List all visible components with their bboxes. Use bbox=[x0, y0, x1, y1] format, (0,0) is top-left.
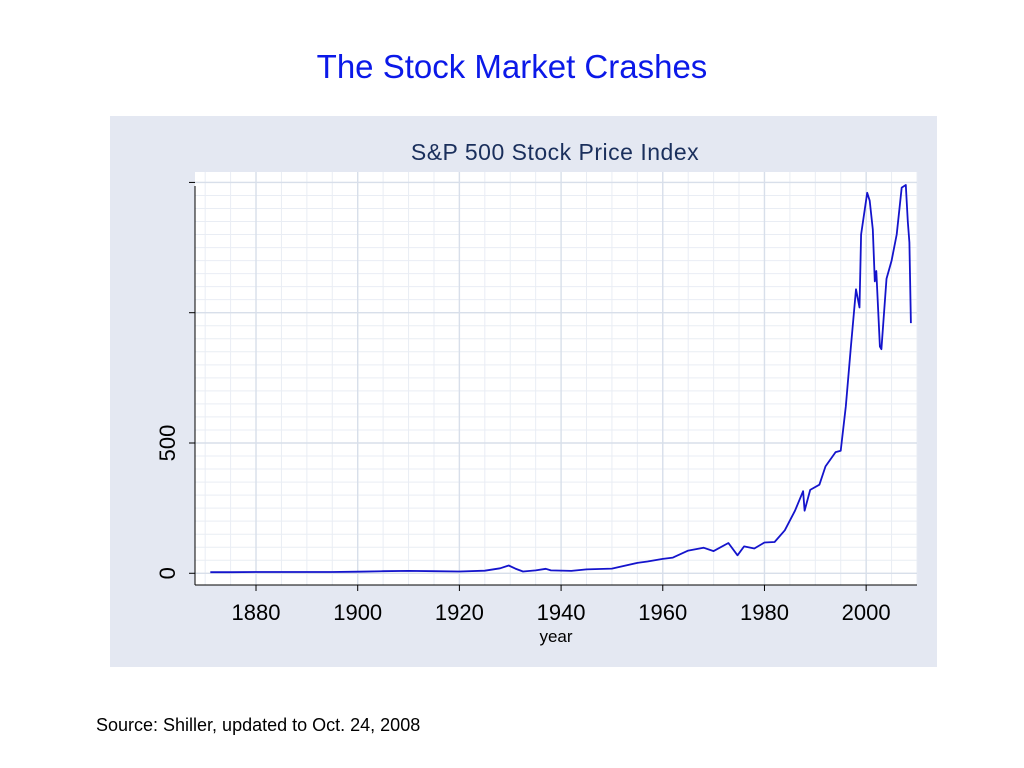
x-tick-label: 1880 bbox=[232, 600, 281, 625]
axes: 1880 1900 1920 1940 1960 1980 2000 0 500 bbox=[155, 181, 917, 625]
y-tick-label: 0 bbox=[155, 567, 180, 579]
grid bbox=[195, 172, 918, 585]
series-layer bbox=[210, 184, 912, 574]
x-tick-label: 1900 bbox=[333, 600, 382, 625]
sp500-price-line bbox=[210, 184, 912, 574]
chart-title: S&P 500 Stock Price Index bbox=[411, 139, 699, 165]
chart-panel: S&P 500 Stock Price Index 1880 1900 1920 19… bbox=[110, 116, 937, 667]
source-note: Source: Shiller, updated to Oct. 24, 200… bbox=[96, 715, 421, 735]
x-tick-label: 1960 bbox=[638, 600, 687, 625]
plot-area bbox=[195, 172, 917, 585]
x-tick-label: 1940 bbox=[537, 600, 586, 625]
x-axis-label: year bbox=[539, 627, 572, 646]
slide-title: The Stock Market Crashes bbox=[316, 48, 708, 85]
x-tick-label: 2000 bbox=[842, 600, 891, 625]
y-tick-label: 500 bbox=[155, 425, 180, 462]
stock-price-chart: S&P 500 Stock Price Index 1880 1900 1920 19… bbox=[155, 139, 918, 646]
x-tick-label: 1920 bbox=[435, 600, 484, 625]
x-tick-label: 1980 bbox=[740, 600, 789, 625]
